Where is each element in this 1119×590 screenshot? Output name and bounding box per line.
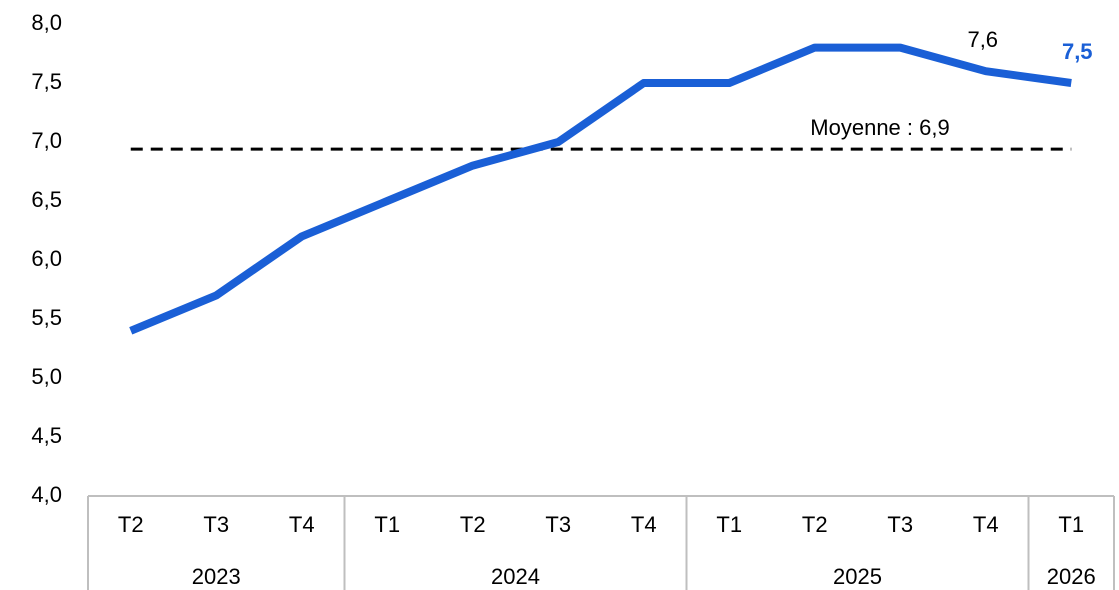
group-label: 2026 (1047, 564, 1096, 589)
mean-label: Moyenne : 6,9 (810, 115, 949, 140)
y-tick-label: 5,5 (31, 305, 62, 330)
y-tick-label: 7,5 (31, 69, 62, 94)
x-tick-label: T4 (289, 512, 315, 537)
x-tick-label: T4 (631, 512, 657, 537)
group-label: 2024 (491, 564, 540, 589)
x-tick-label: T1 (1058, 512, 1084, 537)
y-tick-label: 4,5 (31, 423, 62, 448)
y-tick-label: 5,0 (31, 364, 62, 389)
x-tick-label: T1 (374, 512, 400, 537)
y-tick-label: 7,0 (31, 128, 62, 153)
x-tick-label: T4 (973, 512, 999, 537)
x-tick-label: T2 (460, 512, 486, 537)
y-tick-label: 6,0 (31, 246, 62, 271)
x-tick-label: T1 (716, 512, 742, 537)
x-tick-label: T3 (887, 512, 913, 537)
series-line (129, 43, 1072, 335)
y-tick-label: 4,0 (31, 482, 62, 507)
group-label: 2025 (833, 564, 882, 589)
data-label: 7,6 (967, 27, 998, 52)
y-tick-label: 8,0 (31, 10, 62, 35)
x-tick-label: T3 (203, 512, 229, 537)
data-label: 7,5 (1062, 39, 1093, 64)
x-tick-label: T2 (802, 512, 828, 537)
x-tick-label: T2 (118, 512, 144, 537)
group-label: 2023 (192, 564, 241, 589)
y-tick-label: 6,5 (31, 187, 62, 212)
x-tick-label: T3 (545, 512, 571, 537)
